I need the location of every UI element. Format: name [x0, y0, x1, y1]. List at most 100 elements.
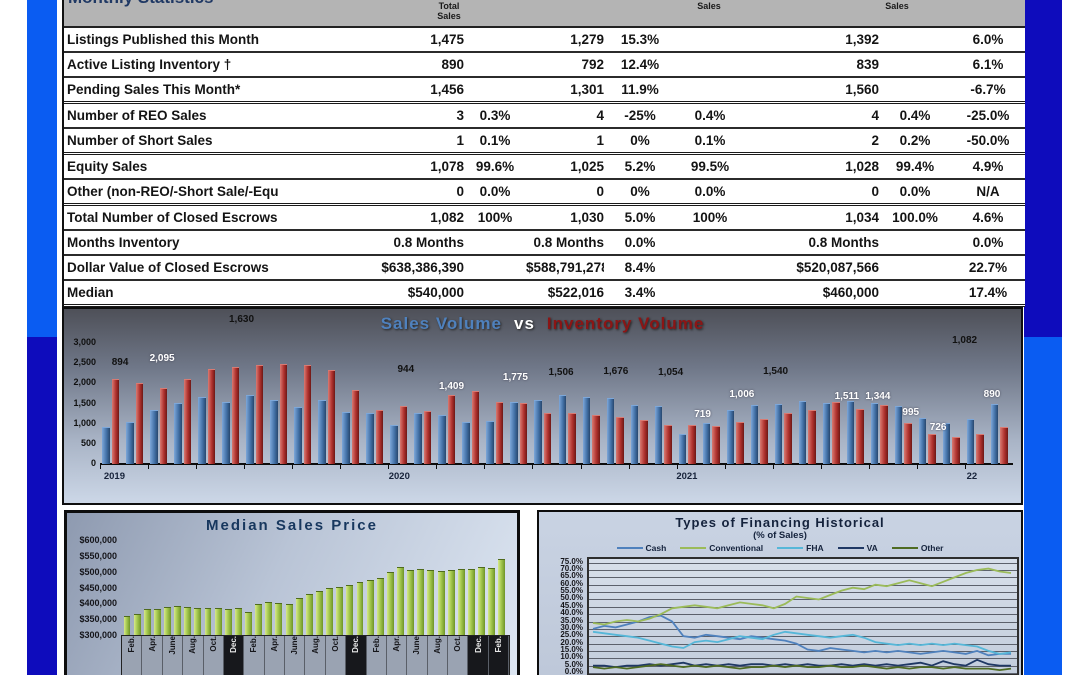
g2-pct: 0.0% [694, 184, 726, 199]
right-border-stripe [1024, 0, 1062, 675]
inventory-bar [712, 425, 720, 464]
g2-change: -25% [624, 108, 656, 123]
median-x-label: Dec. [346, 636, 367, 675]
g2-value: 1,030 [570, 210, 604, 225]
legend-label: Conventional [709, 543, 764, 553]
median-x-label: Oct. [326, 636, 347, 675]
g3-pct: 100.0% [892, 210, 938, 225]
g1-value: 1,078 [430, 159, 464, 174]
sales-bar [318, 400, 326, 464]
g3-value: 1,028 [845, 159, 879, 174]
table-row: Equity Sales 1,078 99.6% 1,025 5.2% 99.5% 1,02… [64, 155, 1025, 180]
median-price-bar [224, 608, 232, 636]
sales-x-tick [580, 465, 582, 469]
median-x-label: Dec. [468, 636, 489, 675]
financing-grid-line [589, 658, 1017, 660]
sales-bar [342, 411, 350, 464]
inventory-bar [495, 402, 504, 464]
g2-value: 1,279 [570, 32, 604, 47]
row-label: Equity Sales [67, 159, 148, 174]
median-y-tick: $300,000 [79, 630, 117, 640]
g1-value: 1 [456, 133, 464, 148]
legend-label: FHA [806, 543, 824, 553]
financing-y-tick: 45.0% [560, 600, 583, 610]
median-price-bar [336, 586, 344, 636]
median-chart-title: Median Sales Price [206, 517, 378, 534]
table-header-band: Monthly Statistics Total Sales Sales Sal… [64, 0, 1025, 28]
median-price-bar [326, 588, 334, 636]
median-price-bar [164, 607, 171, 636]
sales-data-label: 890 [983, 389, 1001, 400]
sales-data-label: 1,506 [548, 367, 574, 378]
financing-grid-line [589, 592, 1017, 594]
g3-value: 839 [856, 57, 879, 72]
sales-year-label: 2021 [676, 471, 698, 482]
legend-item-conventional: Conventional [680, 543, 763, 553]
sales-title-part: vs [513, 314, 535, 333]
financing-y-tick: 75.0% [560, 556, 583, 566]
g3-change: 22.7% [968, 260, 1008, 275]
financing-line-fha [592, 630, 1012, 655]
median-x-label: Apr. [142, 636, 163, 675]
median-x-label: Aug. [183, 636, 204, 675]
legend-label: VA [866, 543, 878, 553]
sales-bar [774, 403, 783, 464]
financing-chart-legend: Cash Conventional FHA VA Other [539, 543, 1021, 553]
g1-value: 3 [456, 108, 464, 123]
financing-grid-line [589, 577, 1017, 579]
financing-grid-line [589, 562, 1017, 564]
g3-change: 6.0% [972, 32, 1004, 47]
legend-line-swatch [680, 547, 707, 549]
g2-change: 0% [630, 133, 650, 148]
g1-value: 1,475 [430, 32, 464, 47]
column-header-total-sales: Total Sales [437, 1, 461, 21]
legend-item-cash: Cash [616, 543, 666, 553]
financing-grid-line [589, 628, 1017, 630]
inventory-bar [279, 364, 288, 464]
sales-year-label: 2019 [103, 471, 125, 482]
financing-y-tick: 70.0% [560, 564, 583, 574]
median-x-label: June [407, 636, 428, 675]
median-x-label: Aug. [428, 636, 448, 675]
inventory-bar [640, 420, 648, 464]
sales-data-label: 1,775 [502, 372, 528, 383]
g3-pct: 0.4% [899, 108, 931, 123]
table-row: Total Number of Closed Escrows 1,082 100% 1… [64, 206, 1025, 231]
sales-bar [582, 396, 591, 464]
median-x-label: Dec. [223, 636, 245, 675]
sales-year-label: 2020 [388, 471, 410, 482]
inventory-bar [423, 410, 432, 464]
g3-pct: 99.4% [895, 159, 935, 174]
financing-grid-line [589, 650, 1017, 652]
financing-y-tick: 15.0% [560, 644, 583, 654]
sales-bar [606, 398, 615, 464]
g2-value: 1,025 [570, 159, 604, 174]
sales-bar [918, 418, 927, 464]
inventory-bar [447, 395, 456, 464]
median-x-label: Feb. [244, 636, 265, 675]
financing-line-conventional [592, 567, 1012, 626]
median-price-bar [346, 584, 354, 636]
inventory-bar [952, 437, 960, 464]
sales-data-label: 1,630 [228, 314, 255, 325]
g2-value: 792 [581, 57, 604, 72]
table-row: Other (non-REO/-Short Sale/-Equ 0 0.0% 0 0% 0… [64, 180, 1025, 206]
sales-bar [894, 406, 903, 464]
sales-data-label: 1,344 [865, 391, 891, 402]
column-header-sales-yearago: Sales [885, 1, 909, 11]
g3-value: $520,087,566 [796, 260, 879, 275]
financing-lines-svg [592, 567, 1012, 672]
table-body: Listings Published this Month 1,475 1,279 1… [64, 28, 1025, 307]
sales-x-tick [772, 465, 774, 469]
legend-line-swatch [891, 547, 918, 549]
sales-bar [798, 400, 807, 464]
g3-value: $460,000 [822, 285, 879, 300]
inventory-bar [207, 369, 216, 464]
median-y-tick: $500,000 [79, 566, 117, 577]
median-y-tick: $450,000 [79, 582, 117, 593]
table-row: Number of Short Sales 1 0.1% 1 0% 0.1% 2 0.2% -5… [64, 129, 1025, 155]
sales-data-label: 1,054 [658, 367, 684, 378]
g3-change: 0.0% [972, 235, 1004, 250]
legend-line-swatch [616, 547, 643, 549]
financing-chart-subtitle: (% of Sales) [753, 530, 807, 541]
